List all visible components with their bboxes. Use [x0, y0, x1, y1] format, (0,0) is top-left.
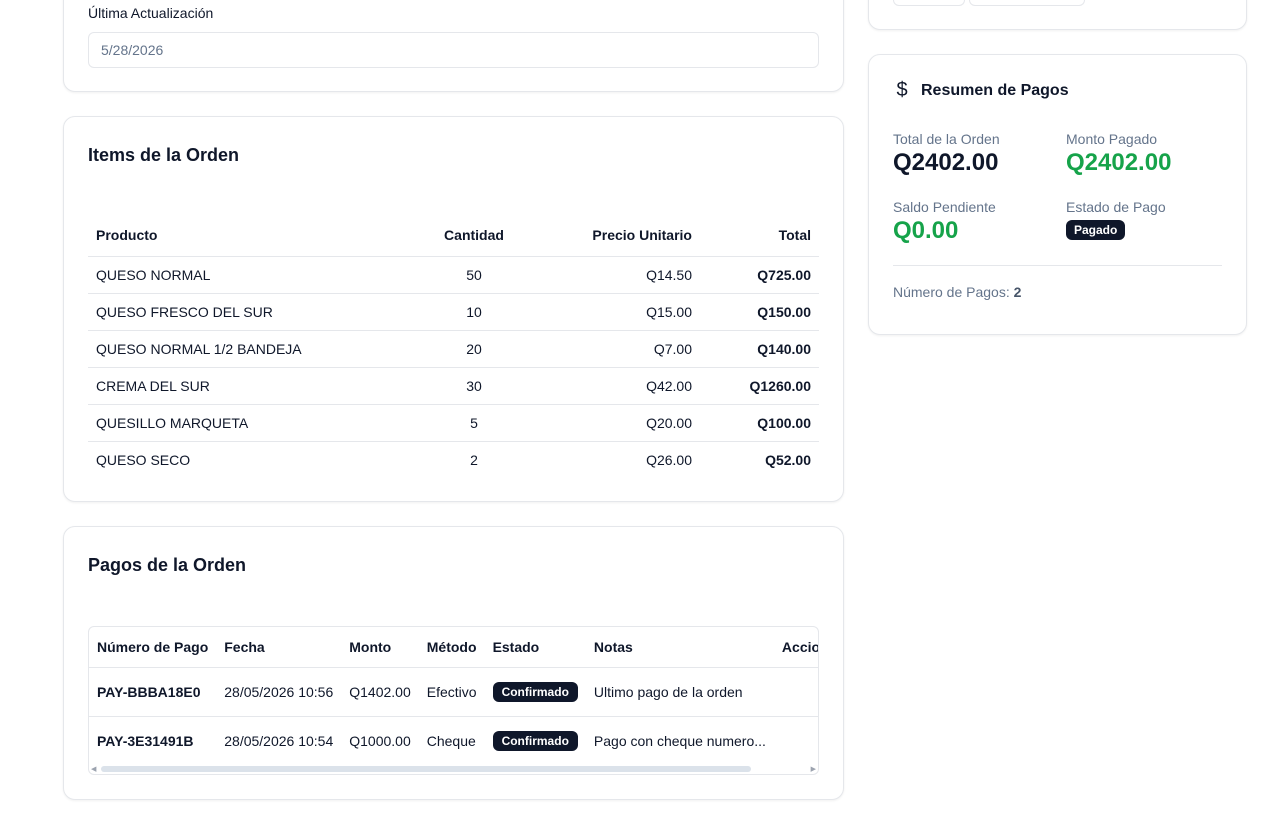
cell-qty: 20 [408, 330, 540, 368]
header-total: Total [700, 214, 819, 257]
last-update-label: Última Actualización [88, 5, 214, 21]
items-title: Items de la Orden [88, 145, 240, 165]
header-status: Estado [484, 627, 586, 668]
pending-value: Q0.00 [893, 217, 959, 244]
cell-total: Q52.00 [765, 451, 811, 468]
cell-actions [774, 716, 818, 765]
cell-qty: 30 [408, 367, 540, 405]
payments-count: Número de Pagos: 2 [893, 284, 1021, 300]
cell-qty: 50 [408, 256, 540, 294]
header-amount: Monto [341, 627, 419, 668]
table-row: PAY-3E31491B 28/05/2026 10:54 Q1000.00 C… [89, 716, 818, 765]
cell-amount: Q1000.00 [349, 732, 411, 749]
items-header-row: Producto Cantidad Precio Unitario Total [88, 214, 819, 257]
cell-unit-price: Q26.00 [646, 451, 692, 468]
cell-actions [773, 667, 818, 717]
cell-amount: Q1402.00 [341, 667, 419, 717]
cell-date: 28/05/2026 10:56 [216, 667, 342, 717]
action-button-1[interactable] [893, 0, 965, 6]
cell-total: Q100.00 [700, 404, 819, 442]
cell-product: CREMA DEL SUR [88, 367, 408, 405]
table-row: QUESILLO MARQUETA 5 Q20.00 Q100.00 [88, 404, 819, 442]
header-unit-price: Precio Unitario [540, 214, 700, 257]
cell-payment-number: PAY-BBBA18E0 [89, 667, 217, 717]
table-row: QUESO NORMAL 1/2 BANDEJA 20 Q7.00 Q140.0… [88, 330, 819, 368]
table-row: QUESO FRESCO DEL SUR 10 Q15.00 Q150.00 [88, 293, 819, 331]
summary-title: Resumen de Pagos [921, 81, 1069, 99]
pending-label: Saldo Pendiente [893, 199, 996, 215]
payment-status-stat: Estado de Pago Pagado [1066, 199, 1166, 240]
header-date: Fecha [216, 627, 342, 668]
payment-status-label: Estado de Pago [1066, 199, 1166, 215]
cell-qty: 10 [408, 293, 540, 331]
divider [893, 265, 1222, 266]
cell-product: QUESO SECO [96, 451, 191, 468]
cell-unit-price: Q7.00 [540, 330, 700, 368]
paid-label: Monto Pagado [1066, 131, 1158, 147]
cell-payment-number: PAY-3E31491B [97, 732, 194, 749]
payments-title: Pagos de la Orden [88, 555, 247, 575]
order-payments-card: Pagos de la Orden Número de Pago Fecha M… [63, 526, 844, 800]
cell-total: Q725.00 [700, 256, 819, 294]
order-items-card: Items de la Orden Producto Cantidad Prec… [63, 116, 844, 502]
scrollbar-thumb[interactable] [101, 766, 751, 772]
header-product: Producto [88, 214, 408, 257]
action-button-2[interactable] [969, 0, 1085, 6]
header-actions: Acciones [773, 627, 818, 668]
cell-qty: 5 [408, 404, 540, 442]
payments-header-row: Número de Pago Fecha Monto Método Estado… [89, 627, 818, 668]
cell-qty: 2 [470, 451, 478, 468]
paid-stat: Monto Pagado Q2402.00 [1066, 131, 1171, 177]
cell-total: Q140.00 [700, 330, 819, 368]
cell-unit-price: Q14.50 [540, 256, 700, 294]
cell-unit-price: Q42.00 [540, 367, 700, 405]
cell-total: Q150.00 [700, 293, 819, 331]
payments-count-label: Número de Pagos: [893, 284, 1010, 300]
cell-total: Q1260.00 [700, 367, 819, 405]
order-total-value: Q2402.00 [893, 149, 999, 176]
cell-status: Confirmado [484, 667, 586, 717]
dollar-icon: $ [896, 79, 908, 101]
payments-table-scroll[interactable]: Número de Pago Fecha Monto Método Estado… [88, 626, 819, 775]
cell-notes: Ultimo pago de la orden [585, 667, 774, 717]
last-update-field[interactable]: 5/28/2026 [88, 32, 819, 68]
paid-value: Q2402.00 [1066, 149, 1172, 176]
header-method: Método [418, 627, 485, 668]
actions-card [868, 0, 1247, 30]
cell-product: QUESO NORMAL [88, 256, 408, 294]
header-qty: Cantidad [408, 214, 540, 257]
status-badge: Confirmado [492, 730, 578, 751]
order-total-stat: Total de la Orden Q2402.00 [893, 131, 1000, 177]
summary-header: $ Resumen de Pagos [893, 79, 1069, 102]
order-total-label: Total de la Orden [893, 131, 1000, 147]
status-badge: Confirmado [492, 681, 578, 702]
pending-stat: Saldo Pendiente Q0.00 [893, 199, 996, 245]
table-row: QUESO SECO 2 Q26.00 Q52.00 [88, 441, 819, 478]
cell-product: QUESILLO MARQUETA [88, 404, 408, 442]
header-payment-number: Número de Pago [89, 627, 217, 668]
cell-method: Efectivo [418, 667, 485, 717]
payment-summary-card: $ Resumen de Pagos Total de la Orden Q24… [868, 54, 1247, 335]
cell-product: QUESO FRESCO DEL SUR [88, 293, 408, 331]
order-info-card: Última Actualización 5/28/2026 [63, 0, 844, 92]
cell-notes: Pago con cheque numero... [593, 732, 766, 749]
cell-status: Confirmado [485, 716, 586, 765]
cell-product: QUESO NORMAL 1/2 BANDEJA [88, 330, 408, 368]
cell-method: Cheque [426, 732, 476, 749]
payments-table: Número de Pago Fecha Monto Método Estado… [89, 627, 818, 765]
cell-unit-price: Q15.00 [540, 293, 700, 331]
table-row: PAY-BBBA18E0 28/05/2026 10:56 Q1402.00 E… [89, 667, 818, 717]
status-badge: Pagado [1066, 220, 1126, 240]
horizontal-scrollbar[interactable]: ◀ ▶ [89, 764, 818, 774]
table-row: CREMA DEL SUR 30 Q42.00 Q1260.00 [88, 367, 819, 405]
payments-count-value: 2 [1013, 284, 1022, 300]
scroll-right-icon[interactable]: ▶ [810, 766, 816, 773]
cell-unit-price: Q20.00 [540, 404, 700, 442]
header-notes: Notas [585, 627, 774, 668]
table-row: QUESO NORMAL 50 Q14.50 Q725.00 [88, 256, 819, 294]
items-table: Producto Cantidad Precio Unitario Total … [88, 214, 819, 478]
scroll-left-icon[interactable]: ◀ [91, 766, 97, 773]
cell-date: 28/05/2026 10:54 [224, 732, 334, 749]
